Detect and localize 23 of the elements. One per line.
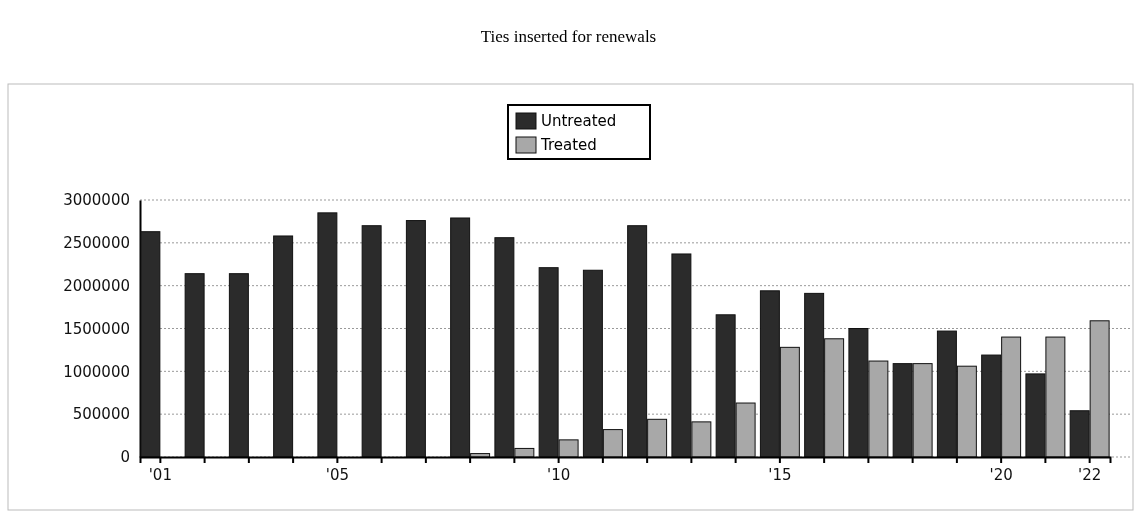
y-tick-label: 2500000 — [63, 234, 130, 253]
y-tick-label: 2000000 — [63, 276, 130, 295]
y-tick-label: 0 — [120, 448, 130, 467]
y-tick-label: 1000000 — [63, 362, 130, 381]
x-tick-label: '20 — [989, 465, 1013, 484]
x-tick-label: '05 — [325, 465, 349, 484]
bar — [140, 231, 161, 458]
y-tick-label: 1500000 — [63, 319, 130, 338]
x-tick-label: '22 — [1078, 465, 1102, 484]
y-tick-label: 500000 — [72, 405, 130, 424]
legend-label: Treated — [540, 136, 597, 154]
bar — [273, 235, 294, 458]
bar — [184, 273, 205, 458]
bar — [228, 273, 249, 458]
legend-label: Untreated — [541, 112, 617, 130]
y-tick-label: 3000000 — [63, 191, 130, 210]
bar — [361, 225, 382, 458]
x-tick-label: '15 — [768, 465, 792, 484]
bar — [317, 212, 338, 458]
x-tick-label: '01 — [148, 465, 172, 484]
bar — [405, 220, 426, 458]
x-tick-label: '10 — [547, 465, 571, 484]
chart-title: Ties inserted for renewals — [480, 27, 657, 46]
